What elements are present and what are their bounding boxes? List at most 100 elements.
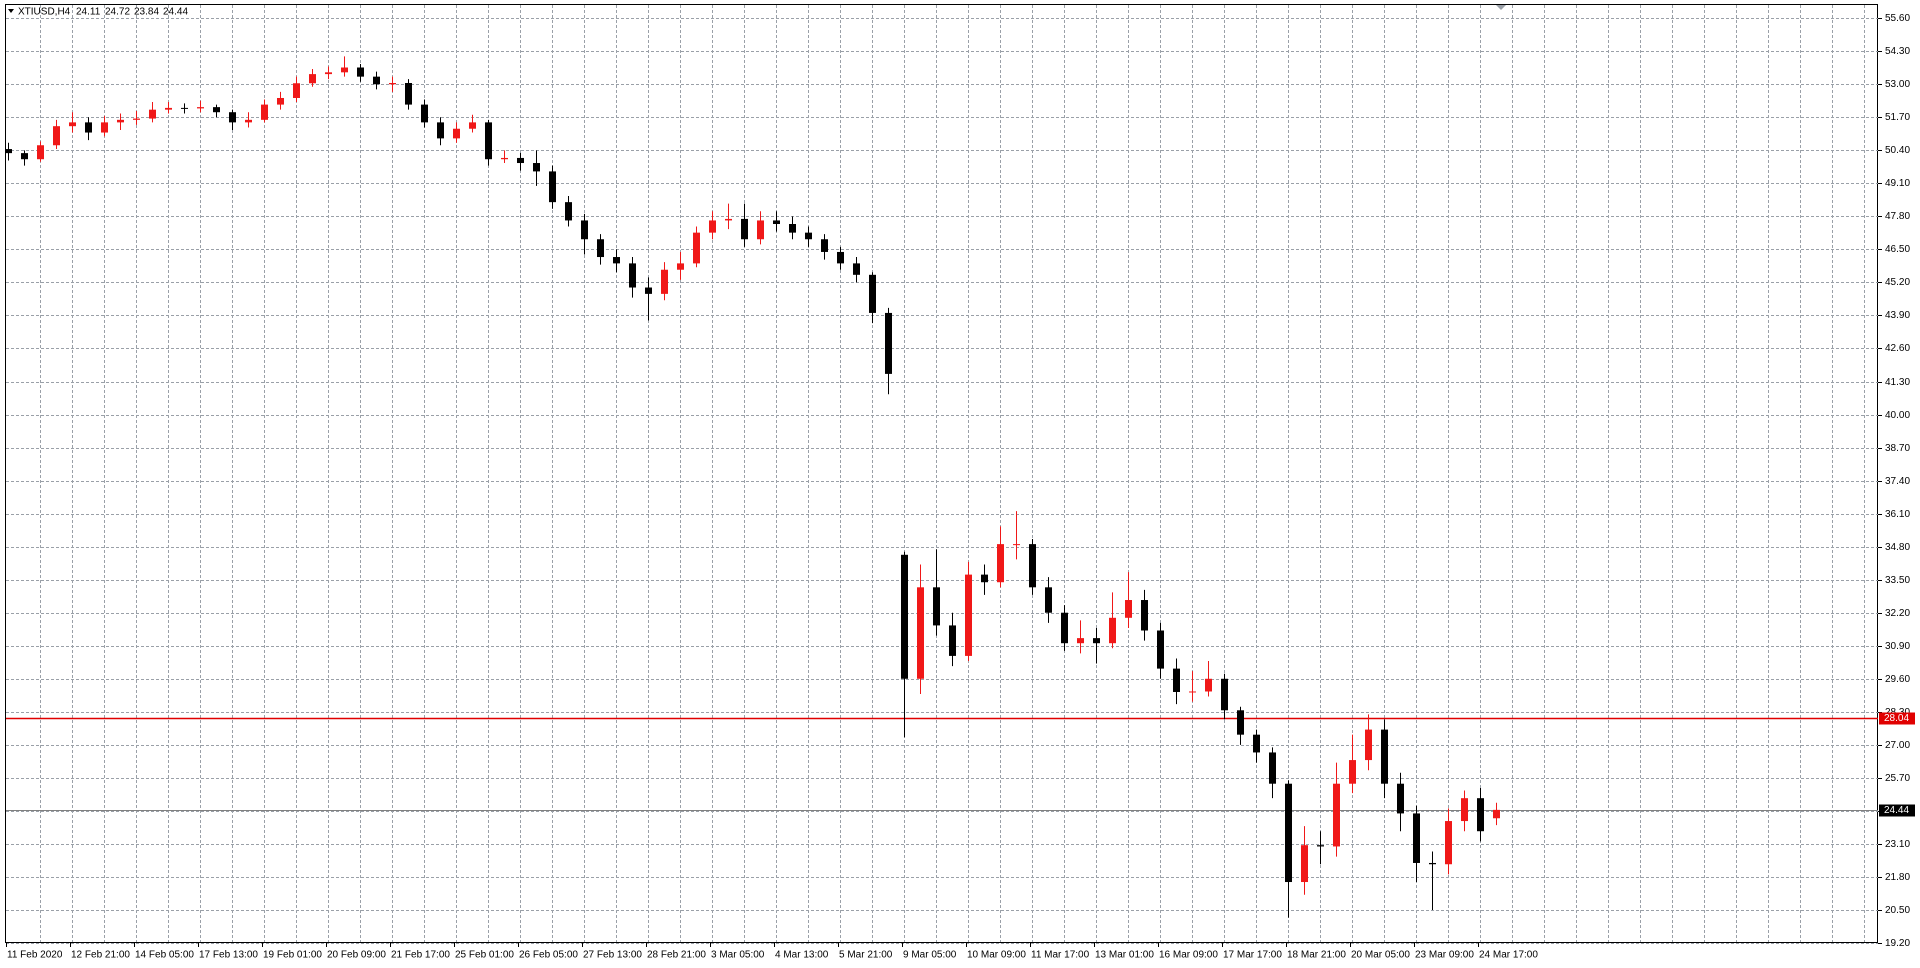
y-tick-label: 37.40 (1885, 476, 1910, 487)
candle-body (309, 74, 316, 84)
candle-body (485, 122, 492, 160)
candle-body (661, 269, 668, 294)
candle-body (981, 574, 988, 583)
candle-body (357, 67, 364, 77)
candle-body (277, 97, 284, 105)
x-tick-label: 23 Mar 09:00 (1415, 950, 1474, 961)
candle-body (1445, 821, 1452, 865)
symbol: XTIUSD,H4 (18, 7, 71, 18)
candle-body (821, 239, 828, 252)
candle-body (1029, 544, 1036, 588)
candle-body (37, 145, 44, 160)
x-tick-label: 24 Mar 17:00 (1479, 950, 1538, 961)
candle-body (85, 122, 92, 133)
candle-body (1189, 691, 1196, 693)
candle-body (837, 251, 844, 264)
candle-body (293, 83, 300, 98)
candle-body (613, 257, 620, 264)
candle-body (1317, 845, 1324, 847)
price-box-label: 24.44 (1884, 805, 1909, 816)
y-tick-label: 53.00 (1885, 79, 1910, 90)
last-open: 24.11 (76, 7, 101, 18)
candle-body (21, 153, 28, 160)
candle-body (901, 554, 908, 679)
candle-body (533, 163, 540, 172)
x-tick-label: 11 Feb 2020 (7, 950, 63, 961)
x-tick-label: 16 Mar 09:00 (1159, 950, 1218, 961)
candle-body (1285, 783, 1292, 883)
candle-body (917, 587, 924, 679)
candle-body (757, 220, 764, 240)
candle-body (1493, 809, 1500, 819)
price-box (1879, 712, 1915, 725)
candle-body (1413, 813, 1420, 863)
candle-body (373, 76, 380, 85)
y-tick-label: 30.90 (1885, 641, 1910, 652)
x-tick-label: 26 Feb 05:00 (519, 950, 578, 961)
price-box (1879, 804, 1915, 817)
y-tick-label: 38.70 (1885, 443, 1910, 454)
shift-marker[interactable] (1496, 5, 1506, 10)
y-tick-label: 25.70 (1885, 773, 1910, 784)
y-tick-label: 54.30 (1885, 46, 1910, 57)
candle-body (1477, 798, 1484, 832)
candle-body (1253, 734, 1260, 753)
candle-body (997, 544, 1004, 583)
x-tick-label: 5 Mar 21:00 (839, 950, 893, 961)
candle-body (149, 109, 156, 119)
y-tick-label: 40.00 (1885, 410, 1910, 421)
x-tick-label: 3 Mar 05:00 (711, 950, 765, 961)
candle-body (69, 122, 76, 127)
y-tick-label: 20.50 (1885, 905, 1910, 916)
y-tick-label: 32.20 (1885, 608, 1910, 619)
candle-body (549, 171, 556, 203)
candle-body (1301, 845, 1308, 883)
candle-body (165, 107, 172, 110)
candle-body (117, 119, 124, 123)
candle-body (1397, 783, 1404, 814)
x-tick-label: 27 Feb 13:00 (583, 950, 642, 961)
last-close: 24.44 (163, 7, 188, 18)
candle-body (741, 218, 748, 240)
candle-body (1269, 752, 1276, 784)
y-tick-label: 21.80 (1885, 872, 1910, 883)
candle-body (421, 104, 428, 123)
y-tick-label: 36.10 (1885, 509, 1910, 520)
y-tick-label: 42.60 (1885, 343, 1910, 354)
candle-body (5, 149, 12, 154)
x-tick-label: 11 Mar 17:00 (1031, 950, 1090, 961)
candle-body (853, 263, 860, 275)
candle-body (501, 157, 508, 160)
candle-body (645, 287, 652, 294)
y-tick-label: 34.80 (1885, 542, 1910, 553)
x-tick-label: 20 Mar 05:00 (1351, 950, 1410, 961)
candle-body (1125, 600, 1132, 618)
candle-body (453, 128, 460, 139)
candle-body (341, 67, 348, 73)
last-high: 24.72 (105, 7, 130, 18)
candle-body (1013, 544, 1020, 546)
candle-body (597, 239, 604, 258)
candle-body (709, 220, 716, 233)
candle-body (1109, 617, 1116, 644)
candle-body (693, 232, 700, 264)
candle-body (933, 587, 940, 626)
last-low: 23.84 (134, 7, 159, 18)
candle-body (581, 220, 588, 240)
candle-body (389, 82, 396, 85)
y-tick-label: 43.90 (1885, 310, 1910, 321)
candle-body (773, 220, 780, 225)
candle-body (1141, 600, 1148, 631)
candle-body (869, 274, 876, 313)
menu-arrow[interactable] (8, 9, 14, 13)
y-tick-label: 23.10 (1885, 839, 1910, 850)
candle-body (437, 122, 444, 139)
x-tick-label: 9 Mar 05:00 (903, 950, 957, 961)
y-tick-label: 47.80 (1885, 211, 1910, 222)
candle-body (1461, 798, 1468, 822)
candle-body (1349, 760, 1356, 784)
candle-body (1157, 630, 1164, 669)
candle-body (805, 232, 812, 240)
x-tick-label: 4 Mar 13:00 (775, 950, 829, 961)
candle-body (789, 224, 796, 233)
